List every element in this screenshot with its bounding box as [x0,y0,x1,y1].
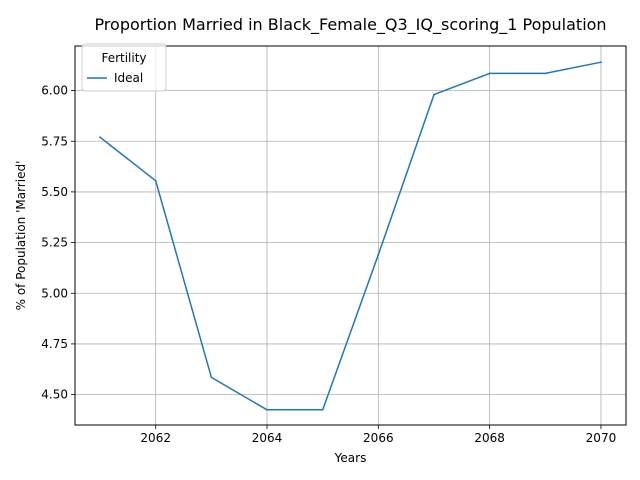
data-point [210,376,213,379]
plot-area-frame [74,45,627,426]
axis-ticks: 2062 2064 2066 2068 2070 4.50 4.75 5.00 5.25 5.50… [41,84,616,445]
y-tick-label: 4.75 [41,337,68,351]
legend-box [81,43,167,92]
chart-title: Proportion Married in Black_Female_Q3_IQ… [94,15,606,35]
x-tick-label: 2068 [474,431,505,445]
data-point [377,253,380,256]
data-point [600,61,602,64]
x-tick-label: 2066 [363,431,394,445]
legend-title: Fertility [101,51,146,65]
legend-label-ideal: Ideal [114,71,143,85]
data-point [488,72,491,75]
data-point [321,408,324,411]
y-tick-label: 5.25 [41,236,68,250]
x-tick-label: 2064 [252,431,283,445]
x-tick-label: 2070 [586,431,617,445]
series-line-ideal [99,61,602,411]
y-axis-label: % of Population 'Married' [14,161,28,311]
y-tick-label: 6.00 [41,84,68,98]
grid-lines [75,46,626,425]
y-tick-label: 5.00 [41,286,68,300]
x-tick-label: 2062 [140,431,171,445]
data-point [433,93,435,96]
y-tick-label: 5.50 [41,185,68,199]
legend: Fertility Ideal [81,43,167,92]
series-layer [99,61,602,411]
x-axis-label: Years [334,451,367,465]
y-tick-label: 5.75 [41,134,68,148]
data-point [544,72,547,75]
data-point [99,136,101,139]
data-point [266,408,268,411]
data-point [154,179,157,182]
y-tick-label: 4.50 [41,388,68,402]
